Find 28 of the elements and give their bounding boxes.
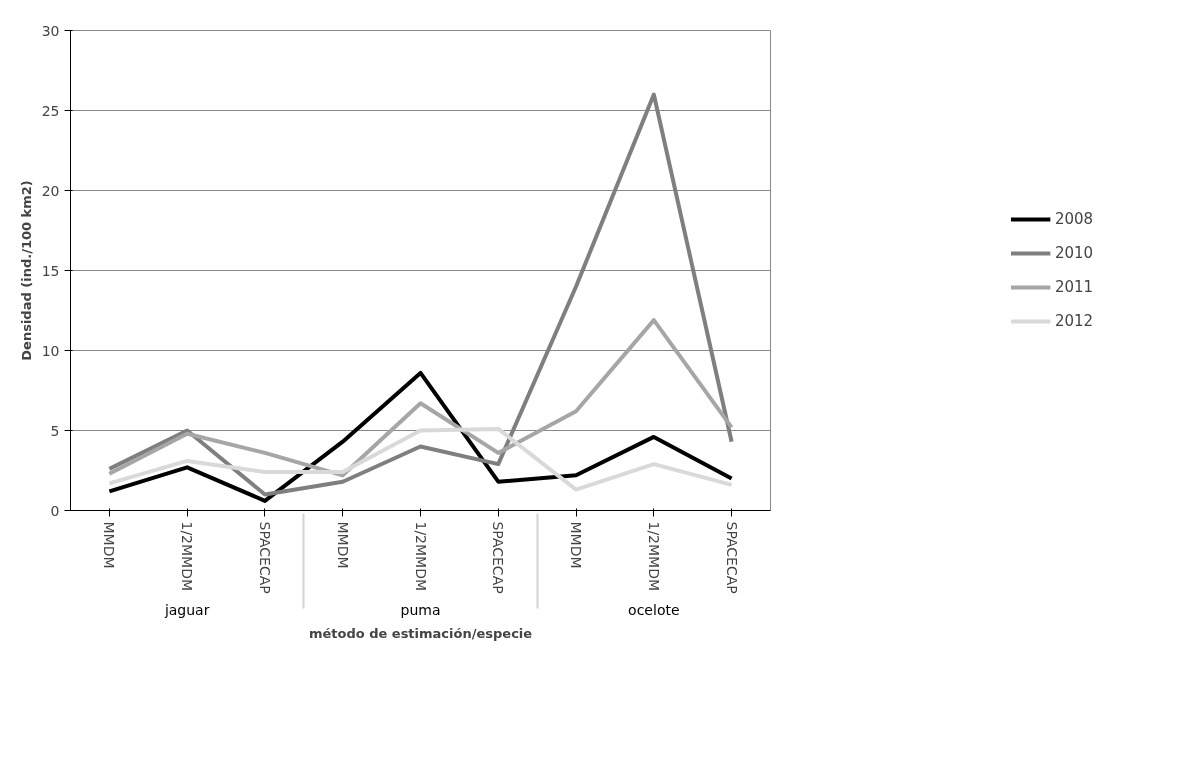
text: jaguar (163, 601, 210, 618)
x-tick-label: MMDM (568, 521, 585, 569)
legend-label: 2012 (1054, 312, 1094, 330)
y-axis-title: Densidad (ind./100 km2) (18, 180, 34, 361)
line-series (107, 426, 734, 492)
y-tick-label: 20 (41, 182, 60, 199)
y-tick-label: 10 (41, 342, 60, 359)
y-tick-label: 15 (41, 262, 60, 279)
line-series (107, 318, 734, 478)
y-tick-label: 25 (41, 102, 60, 119)
x-tick-label: 1/2MMDM (412, 521, 429, 592)
x-axis-title: método de estimación/especie (308, 625, 533, 641)
x-tick-label: 1/2MMDM (645, 521, 662, 592)
x-tick-label: MMDM (334, 521, 351, 569)
legend-label: 2008 (1054, 210, 1094, 228)
x-tick-label: 1/2MMDM (179, 521, 196, 592)
y-tick-label: 30 (41, 22, 60, 39)
x-tick-label: SPACECAP (723, 521, 740, 594)
x-tick-label: SPACECAP (490, 521, 507, 594)
y-tick-label: 0 (50, 502, 60, 519)
x-tick-label: SPACECAP (256, 521, 273, 594)
legend-label: 2010 (1054, 244, 1094, 262)
line-series (107, 370, 734, 503)
text: ocelote (628, 601, 680, 618)
x-tick-label: MMDM (101, 521, 118, 569)
y-tick-label: 5 (50, 422, 60, 439)
legend-label: 2011 (1054, 278, 1094, 296)
text: puma (400, 601, 441, 618)
